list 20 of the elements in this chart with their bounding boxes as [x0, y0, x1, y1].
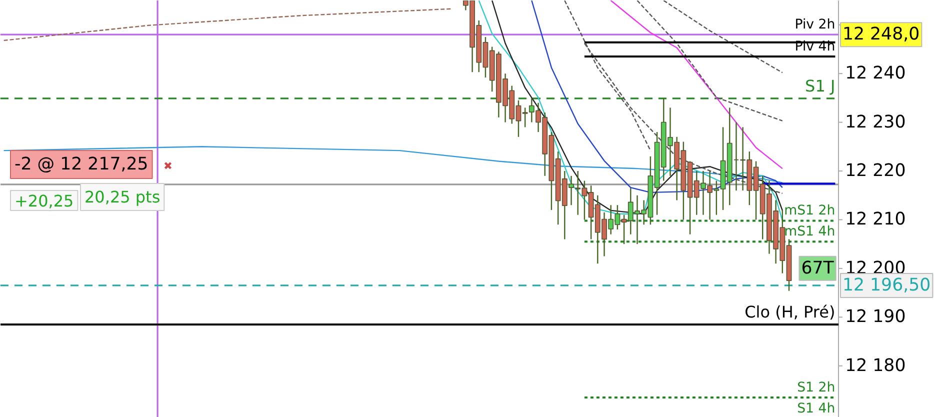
y-tick-label: 12 210 — [845, 210, 906, 230]
y-tick-label: 12 240 — [845, 64, 906, 84]
text: 12 196,50 — [842, 275, 931, 296]
annotation: 67T — [801, 258, 834, 278]
y-tick-label: 12 230 — [845, 112, 906, 132]
y-tick-label: 12 190 — [845, 307, 906, 328]
ref-line-label: S1 J — [805, 76, 836, 96]
annotation: 20,25 pts — [84, 188, 160, 206]
y-tick-label: 12 220 — [845, 161, 906, 181]
annotation: ✖ — [164, 160, 172, 172]
series-label: mS1 4h — [784, 224, 836, 240]
series-label: Piv 2h — [794, 18, 836, 33]
annotation: S1 4h — [797, 402, 836, 416]
series-label: mS1 2h — [784, 204, 836, 219]
text: 12 248,0 — [842, 24, 920, 45]
annotation: +20,25 — [14, 192, 74, 210]
y-tick-label: 12 180 — [845, 356, 906, 376]
annotation: -2 @ 12 217,25 — [14, 154, 148, 174]
series-label: S1 2h — [797, 380, 836, 396]
ref-line-label: Clo (H, Pré) — [744, 302, 836, 322]
